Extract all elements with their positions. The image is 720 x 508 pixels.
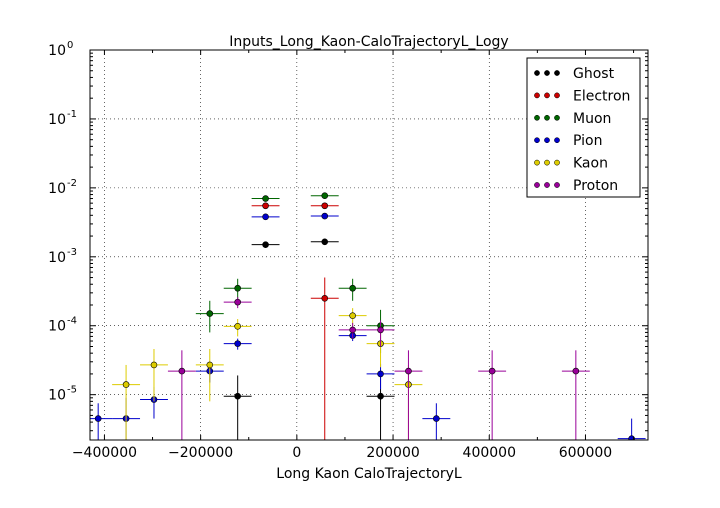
y-tick-exponent: -2 [67,178,77,189]
legend-label-muon: Muon [573,111,611,127]
x-tick-label: −200000 [168,445,233,461]
plot-frame [89,49,649,441]
muon-data-point [262,195,269,202]
proton-data-point [377,326,384,334]
legend-label-electron: Electron [573,88,630,104]
electron-data-point [321,202,329,210]
proton-data-point [234,298,241,306]
muon-legend-marker [554,114,560,121]
proton-legend-marker [544,182,550,188]
pion-data-point [321,212,329,220]
muon-data-point [349,284,356,292]
legend-label-ghost: Ghost [573,66,615,82]
x-tick-label: 0 [292,445,301,461]
muon-legend-marker [534,114,540,121]
proton-data-point [405,367,412,375]
kaon-data-point [150,361,158,369]
kaon-legend-marker [534,159,540,166]
y-tick-base: 10 [48,250,66,266]
muon-data-point [206,310,214,317]
ghost-data-point [262,241,269,248]
chart-title: Inputs_Long_Kaon-CaloTrajectoryL_Logy [229,34,508,50]
y-tick-label: 10 [48,250,66,266]
pion-legend-marker [534,137,540,144]
kaon-data-point [122,381,130,388]
y-tick-exponent: -5 [67,385,77,396]
pion-legend-marker [554,137,560,144]
legend-box [526,57,641,198]
proton-legend-marker [554,182,560,188]
pion-data-point [433,415,440,422]
kaon-legend-marker [544,159,550,166]
kaon-data-point [206,361,214,369]
y-tick-base: 10 [48,319,66,335]
kaon-data-point [349,312,356,319]
y-tick-label: 10 [48,319,66,335]
y-tick-exponent: -3 [67,247,77,258]
pion-data-point [94,415,102,422]
legend: Ghost Electron Muon Pion Kaon Proton [526,57,641,198]
kaon-legend-marker [554,159,560,166]
pion-data-point [234,340,241,347]
muon-data-point [234,284,241,292]
y-tick-label: 10 [48,43,66,59]
y-tick-label: 10 [48,112,66,128]
ghost-legend-marker [544,70,550,76]
y-tick-base: 10 [48,181,66,197]
x-tick-label: 600000 [559,445,612,461]
electron-data-point [262,202,269,210]
data-layer [90,192,646,440]
proton-data-point [488,367,496,375]
y-tick-label: 10 [48,181,66,197]
pion-data-point [377,370,384,378]
legend-label-pion: Pion [573,133,602,149]
proton-data-point [178,367,186,375]
y-tick-exponent: 0 [67,40,73,51]
muon-legend-marker [544,114,550,121]
x-tick-label: 200000 [366,445,419,461]
electron-legend-marker [544,92,550,99]
y-tick-exponent: -1 [67,109,77,120]
ghost-legend-marker [534,70,540,76]
ghost-legend-marker [554,70,560,76]
y-tick-label: 10 [48,388,66,404]
y-tick-base: 10 [48,112,66,128]
x-tick-label: 400000 [463,445,516,461]
electron-legend-marker [534,92,540,99]
x-tick-label: −400000 [72,445,137,461]
ghost-data-point [377,392,384,400]
pion-legend-marker [544,137,550,144]
y-tick-base: 10 [48,388,66,404]
ghost-data-point [234,392,241,400]
proton-data-point [349,326,356,334]
muon-data-point [321,192,329,199]
electron-data-point [321,295,329,302]
legend-label-proton: Proton [573,178,618,194]
x-axis-label: Long Kaon CaloTrajectoryL [276,466,462,482]
proton-data-point [572,367,580,375]
pion-data-point [262,213,269,221]
ghost-data-point [321,238,329,246]
kaon-data-point [234,323,241,330]
y-tick-exponent: -4 [67,316,77,327]
legend-label-kaon: Kaon [573,156,608,172]
y-tick-base: 10 [48,43,66,59]
proton-legend-marker [534,182,540,188]
electron-legend-marker [554,92,560,99]
